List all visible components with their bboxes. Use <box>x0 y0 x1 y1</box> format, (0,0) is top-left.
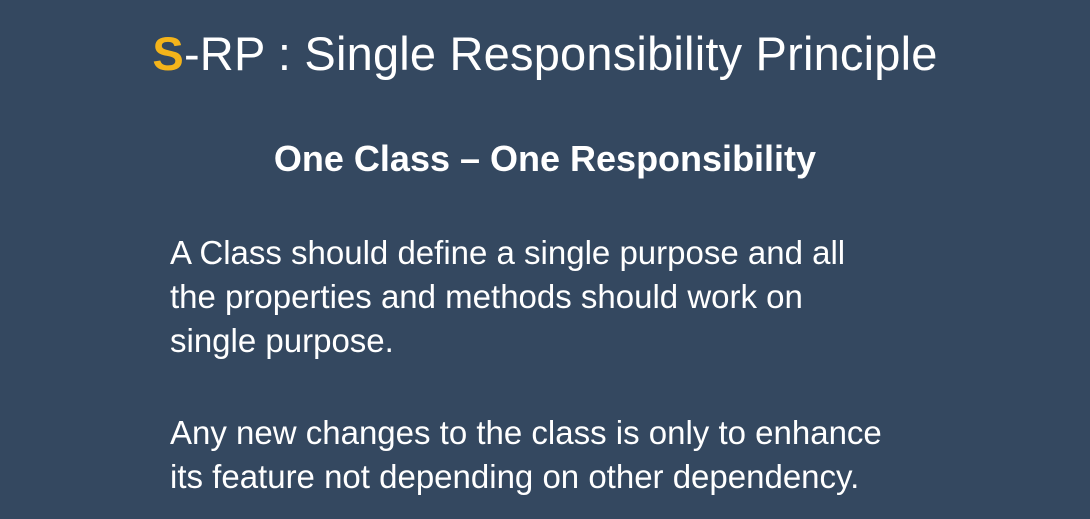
title-text: -RP : Single Responsibility Principle <box>183 27 938 80</box>
title-accent-letter: S <box>152 27 184 80</box>
slide-subtitle: One Class – One Responsibility <box>273 138 817 179</box>
paragraph-changes: Any new changes to the class is only to … <box>170 411 1000 499</box>
paragraph-line: single purpose. <box>170 322 394 359</box>
slide-title: S-RP : Single Responsibility Principle <box>0 26 1090 81</box>
paragraph-line: its feature not depending on other depen… <box>170 458 860 495</box>
paragraph-purpose: A Class should define a single purpose a… <box>170 231 1000 363</box>
paragraph-line: Any new changes to the class is only to … <box>170 414 882 451</box>
paragraph-line: the properties and methods should work o… <box>170 278 803 315</box>
paragraph-line: A Class should define a single purpose a… <box>170 234 846 271</box>
